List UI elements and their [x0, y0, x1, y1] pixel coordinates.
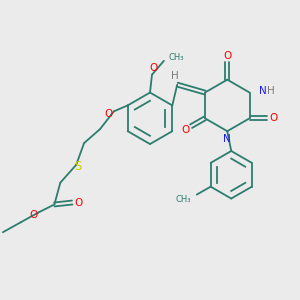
Text: H: H	[267, 85, 275, 96]
Text: N: N	[259, 85, 266, 96]
Text: O: O	[150, 63, 158, 73]
Text: S: S	[74, 160, 82, 173]
Text: O: O	[74, 197, 82, 208]
Text: O: O	[105, 109, 113, 119]
Text: CH₃: CH₃	[175, 195, 191, 204]
Text: O: O	[269, 113, 278, 123]
Text: N: N	[224, 134, 231, 144]
Text: O: O	[181, 125, 189, 135]
Text: O: O	[29, 210, 38, 220]
Text: CH₃: CH₃	[169, 53, 184, 62]
Text: H: H	[171, 71, 179, 81]
Text: O: O	[223, 51, 231, 61]
